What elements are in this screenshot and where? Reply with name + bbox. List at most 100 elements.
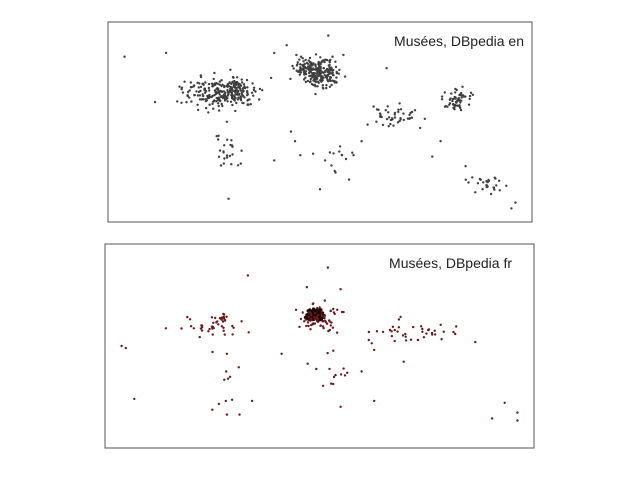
- data-point-fr: [324, 321, 328, 324]
- data-point-en: [481, 188, 484, 191]
- data-point-fr: [393, 328, 396, 332]
- data-point-en: [242, 94, 245, 98]
- data-point-en: [322, 87, 325, 90]
- data-point-en: [325, 75, 328, 79]
- scatter-panel-fr: Musées, DBpedia fr: [104, 243, 535, 449]
- data-point-fr: [237, 366, 240, 369]
- data-point-fr: [323, 315, 326, 318]
- data-point-fr: [224, 399, 227, 403]
- data-point-en: [285, 44, 288, 47]
- data-point-fr: [373, 399, 376, 403]
- data-point-en: [237, 85, 240, 89]
- data-point-fr: [391, 325, 395, 328]
- data-point-en: [314, 92, 317, 96]
- data-point-en: [223, 157, 226, 160]
- data-point-en: [203, 91, 207, 94]
- data-point-fr: [367, 330, 371, 334]
- data-point-fr: [317, 313, 320, 317]
- data-point-en: [330, 164, 333, 167]
- data-point-en: [399, 117, 402, 120]
- data-point-fr: [311, 309, 315, 313]
- data-point-en: [351, 151, 354, 154]
- data-point-en: [393, 111, 397, 115]
- data-point-fr: [402, 360, 405, 363]
- data-point-en: [338, 145, 342, 148]
- data-point-en: [234, 109, 237, 113]
- data-point-fr: [452, 330, 455, 334]
- data-point-en: [314, 85, 317, 88]
- data-point-en: [482, 181, 485, 184]
- data-point-fr: [329, 324, 332, 327]
- data-point-fr: [425, 332, 428, 335]
- data-point-en: [204, 99, 208, 103]
- data-point-en: [176, 100, 179, 103]
- data-point-en: [240, 81, 244, 84]
- data-point-en: [220, 102, 223, 106]
- data-point-en: [207, 111, 210, 114]
- data-point-en: [308, 68, 311, 72]
- data-point-fr: [220, 325, 224, 328]
- data-point-en: [352, 154, 355, 157]
- data-point-en: [391, 118, 394, 121]
- data-point-fr: [299, 317, 303, 321]
- data-point-en: [183, 80, 186, 83]
- data-point-en: [323, 59, 326, 62]
- data-point-en: [309, 63, 312, 66]
- data-point-fr: [186, 315, 189, 319]
- data-point-fr: [503, 401, 506, 404]
- data-point-fr: [294, 308, 298, 311]
- data-point-fr: [433, 333, 437, 336]
- data-point-en: [307, 59, 310, 62]
- data-point-en: [221, 96, 224, 100]
- data-point-en: [228, 154, 232, 158]
- data-point-en: [402, 118, 405, 122]
- data-point-en: [199, 89, 202, 93]
- data-point-fr: [332, 382, 335, 386]
- data-point-en: [215, 91, 219, 95]
- data-point-en: [305, 61, 309, 65]
- data-point-en: [321, 84, 324, 87]
- data-point-fr: [226, 377, 230, 380]
- data-point-en: [315, 69, 318, 72]
- data-point-fr: [212, 326, 215, 330]
- data-point-en: [186, 94, 189, 98]
- data-point-en: [311, 152, 315, 155]
- data-point-en: [217, 89, 220, 92]
- data-point-fr: [314, 311, 317, 315]
- data-point-fr: [342, 367, 345, 370]
- data-point-en: [469, 91, 473, 95]
- data-point-en: [323, 74, 326, 77]
- data-point-en: [319, 66, 322, 70]
- data-point-fr: [314, 317, 317, 321]
- data-point-fr: [333, 312, 336, 316]
- data-point-fr: [240, 320, 243, 323]
- data-point-en: [366, 123, 369, 126]
- data-point-en: [226, 138, 229, 141]
- data-point-en: [322, 66, 325, 70]
- data-point-fr: [330, 382, 333, 385]
- data-point-en: [298, 73, 301, 76]
- data-point-en: [153, 100, 157, 104]
- data-point-fr: [421, 327, 424, 331]
- data-point-en: [347, 178, 351, 181]
- data-point-en: [208, 89, 211, 92]
- data-point-en: [235, 101, 238, 105]
- data-point-en: [226, 83, 229, 86]
- data-point-fr: [396, 330, 399, 333]
- data-point-en: [410, 116, 414, 119]
- data-point-en: [196, 103, 199, 107]
- data-point-fr: [221, 320, 225, 323]
- data-point-en: [439, 140, 442, 143]
- data-point-fr: [247, 331, 250, 334]
- data-point-fr: [328, 328, 331, 332]
- data-point-en: [387, 125, 390, 128]
- data-point-en: [204, 98, 207, 101]
- data-point-en: [216, 102, 220, 105]
- data-point-en: [221, 104, 224, 108]
- data-point-en: [393, 116, 397, 119]
- data-point-en: [217, 155, 221, 158]
- data-point-en: [312, 79, 315, 82]
- data-point-en: [440, 98, 444, 101]
- data-point-en: [223, 144, 226, 147]
- data-point-en: [431, 155, 434, 158]
